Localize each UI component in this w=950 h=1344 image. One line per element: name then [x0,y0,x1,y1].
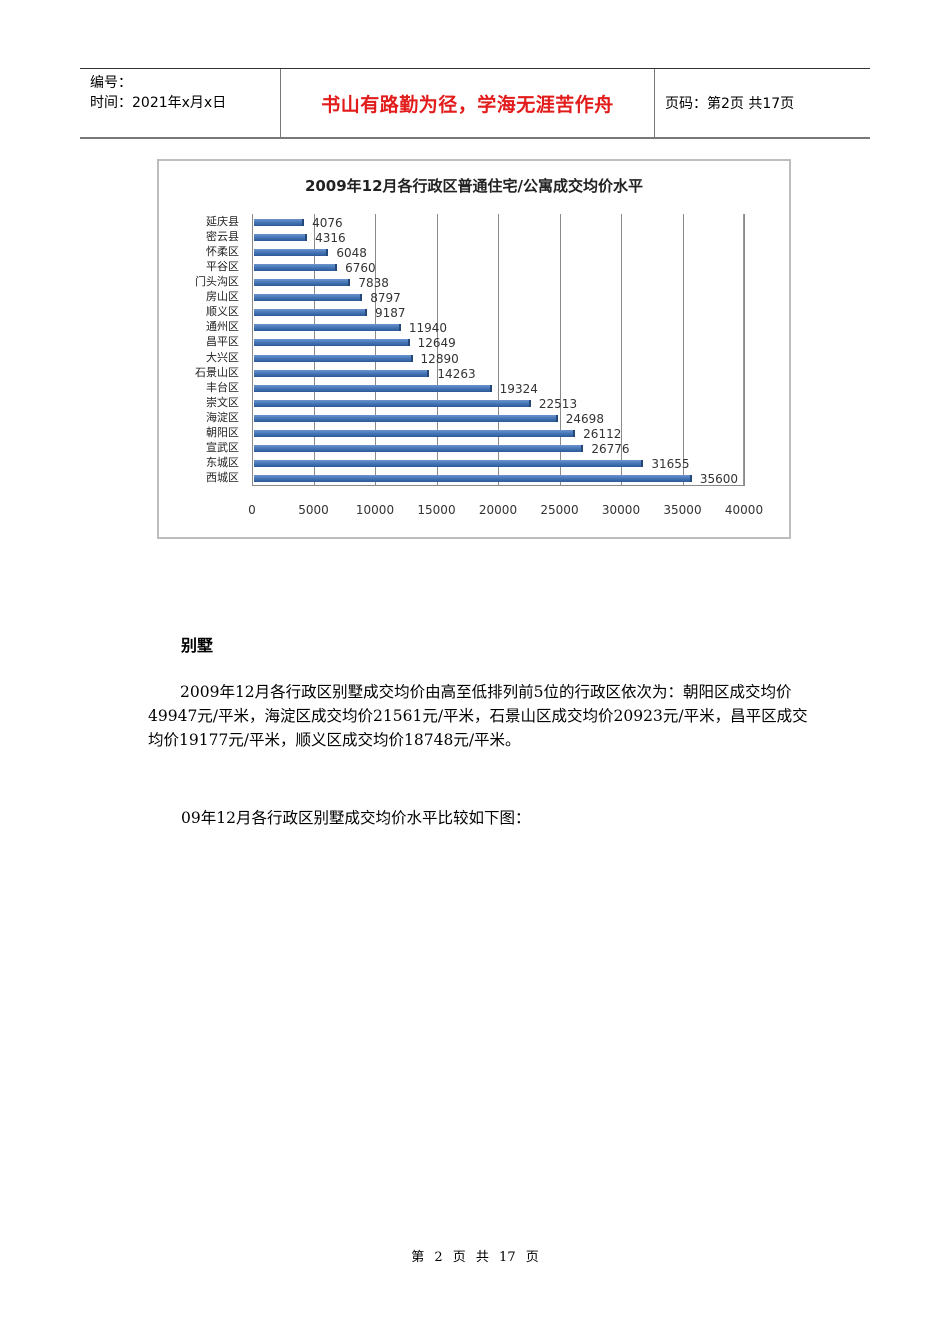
plot-back-wall [252,214,744,486]
motto: 书山有路勤为径，学海无涯苦作舟 [281,69,655,137]
category-label: 丰台区 [206,380,239,394]
x-tick-label: 0 [248,503,256,517]
value-label: 26112 [583,427,622,442]
page-info: 页码：第2页 共17页 [665,96,795,112]
gridline [744,214,745,486]
value-label: 24698 [565,412,604,426]
gridline [682,214,684,486]
value-label: 11940 [408,321,448,336]
bar [254,218,305,226]
bar [254,384,492,392]
category-label: 宣武区 [206,441,239,455]
value-label: 6048 [336,245,367,260]
bar [254,263,338,271]
value-label: 12890 [420,351,459,366]
gridline [559,214,561,486]
page-footer: 第 2 页 共 17 页 [411,1250,539,1265]
category-label: 延庆县 [206,214,239,228]
x-tick-label: 15000 [417,503,456,517]
value-label: 4076 [312,215,343,230]
category-label: 顺义区 [206,305,239,319]
gridline [375,214,376,486]
category-label: 崇文区 [206,395,239,409]
value-label: 35600 [699,472,739,487]
category-label: 通州区 [206,320,239,334]
bar [254,233,308,241]
bar [254,430,576,438]
bar [254,475,692,483]
x-tick-label: 10000 [355,503,395,517]
section-heading: 别墅 [181,636,214,655]
value-label: 22513 [538,396,578,411]
category-label: 平谷区 [206,259,239,273]
number-label: 编号： [90,75,132,91]
bar [254,445,584,453]
value-label: 7838 [358,276,389,290]
bar [254,354,413,362]
value-label: 31655 [651,457,690,472]
category-label: 昌平区 [206,335,239,349]
plot-area: 0 5000 10000 15000 20000 25000 30000 35000 40000… [195,214,763,517]
value-label: 26776 [591,442,630,457]
value-label: 19324 [499,381,538,396]
x-tick-label: 35000 [663,503,702,517]
category-label: 大兴区 [206,350,239,364]
x-tick-label: 5000 [298,503,329,517]
x-tick-label: 20000 [478,503,518,517]
category-label: 石景山区 [195,365,239,379]
bar [254,294,363,302]
header-meta-cell: 编号： 时间：2021年x月x日 [80,69,281,137]
time-label: 时间：2021年x月x日 [90,95,227,111]
chart-title: 2009年12月各行政区普通住宅/公寓成交均价水平 [304,177,644,195]
x-tick-label: 30000 [601,503,641,517]
category-label: 朝阳区 [206,426,239,440]
bar [254,460,644,468]
category-label: 怀柔区 [206,244,239,258]
value-label: 4316 [315,230,346,245]
bar [254,309,367,317]
y-axis [252,214,253,486]
value-label: 12649 [417,336,456,351]
gridline [313,214,315,486]
bar [254,415,558,422]
x-tick-label: 25000 [540,503,579,517]
bar [254,248,329,256]
document-header-table: 编号： 时间：2021年x月x日 书山有路勤为径，学海无涯苦作舟 页码：第2页 … [80,68,870,139]
gridline [498,214,499,486]
category-label: 密云县 [206,229,239,243]
bar [254,339,410,347]
category-label: 门头沟区 [195,275,239,288]
x-tick-label: 40000 [724,503,764,517]
gridline [621,214,622,486]
bar [254,369,430,377]
gridline [436,214,438,486]
value-label: 14263 [437,366,476,381]
section-paragraph: 2009年12月各行政区别墅成交均价由高至低排列前5位的行政区依次为：朝阳区成交… [148,683,808,749]
category-label: 海淀区 [206,411,239,424]
value-label: 6760 [345,260,376,275]
category-label: 房山区 [206,290,239,304]
value-label: 9187 [375,306,406,321]
value-label: 8797 [370,291,401,306]
bar [254,324,401,332]
bar [254,399,531,407]
category-label: 东城区 [206,456,239,470]
category-label: 西城区 [206,471,239,485]
bar-chart: 2009年12月各行政区普通住宅/公寓成交均价水平 0 5000 10000 1500… [157,159,791,539]
figure-caption: 09年12月各行政区别墅成交均价水平比较如下图： [181,809,531,827]
bar [254,279,351,286]
